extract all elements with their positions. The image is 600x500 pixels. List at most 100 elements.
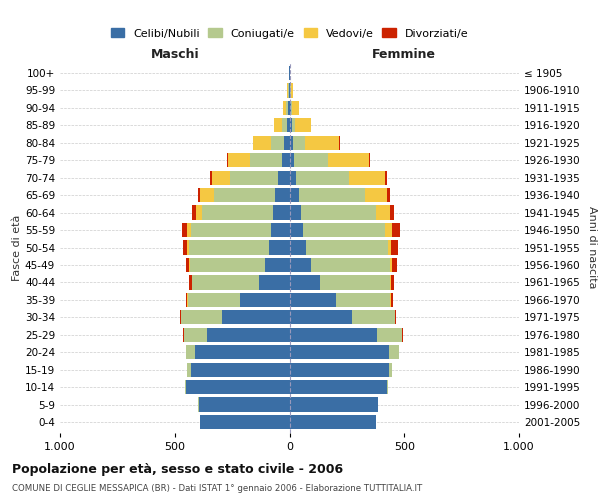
Bar: [385, 170, 387, 185]
Bar: [182, 240, 187, 254]
Bar: [250, 153, 282, 168]
Bar: [385, 223, 392, 237]
Bar: [287, 118, 290, 132]
Bar: [290, 415, 376, 429]
Y-axis label: Fasce di età: Fasce di età: [12, 214, 22, 280]
Bar: [387, 188, 390, 202]
Bar: [311, 258, 391, 272]
Bar: [352, 310, 395, 324]
Bar: [214, 188, 275, 202]
Bar: [305, 240, 388, 254]
Bar: [290, 136, 293, 150]
Bar: [192, 206, 196, 220]
Bar: [288, 84, 289, 98]
Bar: [230, 170, 278, 185]
Bar: [188, 292, 240, 307]
Bar: [388, 240, 391, 254]
Bar: [392, 258, 397, 272]
Bar: [271, 136, 284, 150]
Bar: [290, 240, 305, 254]
Bar: [320, 275, 391, 289]
Bar: [259, 275, 290, 289]
Bar: [293, 136, 305, 150]
Bar: [290, 292, 336, 307]
Bar: [265, 258, 290, 272]
Bar: [392, 223, 400, 237]
Bar: [186, 345, 196, 360]
Bar: [284, 136, 290, 150]
Bar: [275, 188, 290, 202]
Bar: [187, 362, 191, 377]
Text: Popolazione per età, sesso e stato civile - 2006: Popolazione per età, sesso e stato civil…: [12, 462, 343, 475]
Bar: [198, 188, 200, 202]
Bar: [181, 310, 222, 324]
Bar: [391, 258, 392, 272]
Bar: [336, 292, 391, 307]
Bar: [210, 170, 212, 185]
Bar: [191, 362, 290, 377]
Bar: [191, 223, 271, 237]
Bar: [190, 258, 265, 272]
Bar: [200, 188, 214, 202]
Bar: [290, 362, 389, 377]
Bar: [391, 292, 393, 307]
Legend: Celibi/Nubili, Coniugati/e, Vedovi/e, Divorziati/e: Celibi/Nubili, Coniugati/e, Vedovi/e, Di…: [106, 24, 473, 43]
Bar: [290, 258, 311, 272]
Bar: [294, 153, 328, 168]
Bar: [365, 188, 387, 202]
Bar: [289, 84, 290, 98]
Bar: [290, 100, 292, 115]
Text: Maschi: Maschi: [151, 48, 199, 61]
Bar: [292, 100, 299, 115]
Bar: [290, 206, 301, 220]
Bar: [185, 258, 189, 272]
Bar: [391, 275, 394, 289]
Bar: [200, 415, 290, 429]
Bar: [186, 380, 290, 394]
Bar: [328, 153, 369, 168]
Bar: [207, 328, 290, 342]
Bar: [303, 223, 385, 237]
Bar: [376, 206, 389, 220]
Bar: [190, 275, 192, 289]
Bar: [387, 380, 388, 394]
Bar: [290, 188, 299, 202]
Bar: [290, 170, 296, 185]
Bar: [228, 153, 250, 168]
Bar: [395, 310, 397, 324]
Bar: [290, 223, 303, 237]
Bar: [301, 206, 376, 220]
Bar: [290, 328, 377, 342]
Bar: [189, 240, 269, 254]
Bar: [295, 118, 311, 132]
Bar: [292, 118, 295, 132]
Bar: [290, 118, 292, 132]
Bar: [349, 170, 385, 185]
Bar: [193, 275, 259, 289]
Y-axis label: Anni di nascita: Anni di nascita: [587, 206, 597, 289]
Bar: [283, 118, 287, 132]
Bar: [296, 170, 349, 185]
Bar: [253, 136, 271, 150]
Bar: [212, 170, 230, 185]
Bar: [299, 188, 365, 202]
Bar: [192, 275, 193, 289]
Bar: [199, 398, 290, 411]
Bar: [227, 153, 228, 168]
Bar: [185, 380, 186, 394]
Bar: [286, 100, 287, 115]
Bar: [282, 153, 290, 168]
Bar: [290, 310, 352, 324]
Text: Femmine: Femmine: [372, 48, 436, 61]
Bar: [290, 345, 389, 360]
Bar: [290, 275, 320, 289]
Bar: [290, 380, 387, 394]
Bar: [291, 84, 293, 98]
Bar: [278, 170, 290, 185]
Bar: [269, 240, 290, 254]
Bar: [189, 258, 190, 272]
Bar: [290, 153, 294, 168]
Bar: [179, 310, 181, 324]
Bar: [391, 240, 398, 254]
Bar: [196, 345, 290, 360]
